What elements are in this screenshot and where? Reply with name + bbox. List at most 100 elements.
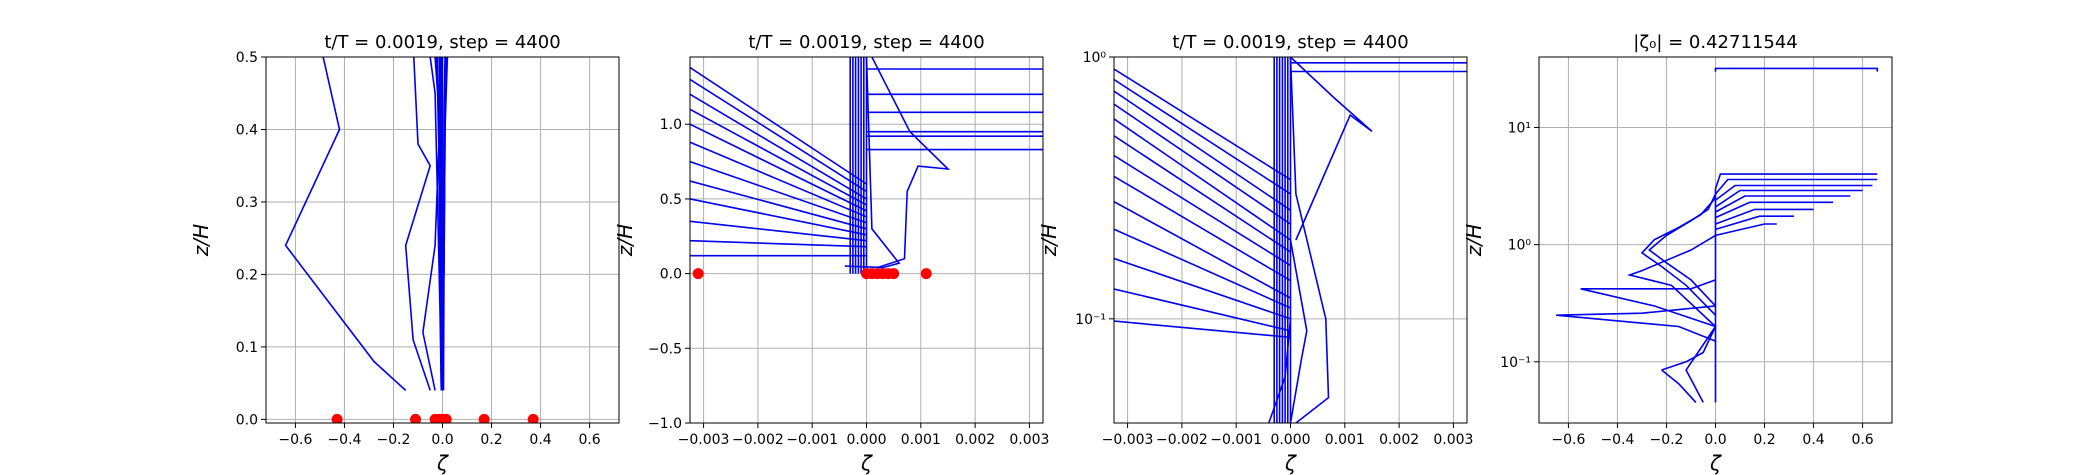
x-tick-label: −0.2 bbox=[1649, 432, 1683, 448]
profile-line bbox=[690, 180, 867, 230]
x-tick-label: 0.001 bbox=[901, 432, 941, 448]
profile-line bbox=[1715, 184, 1873, 201]
profile-line bbox=[1114, 257, 1291, 320]
chart-title: t/T = 0.0019, step = 4400 bbox=[324, 32, 560, 53]
y-axis-label: z/H bbox=[1037, 224, 1061, 257]
y-axis-label: z/H bbox=[189, 224, 213, 257]
y-tick-label: 0.2 bbox=[236, 267, 258, 283]
y-tick-label: 0.5 bbox=[236, 50, 258, 66]
profile-line bbox=[1714, 67, 1879, 72]
y-axis-label: z/H bbox=[1462, 224, 1486, 257]
x-tick-label: 0.000 bbox=[846, 432, 886, 448]
profile-line bbox=[844, 57, 901, 269]
profile-line bbox=[1685, 326, 1717, 403]
y-axis-label: z/H bbox=[613, 224, 637, 257]
surface-point bbox=[692, 268, 704, 280]
x-tick-label: 0.000 bbox=[1270, 432, 1310, 448]
profile-line bbox=[1715, 223, 1777, 237]
surface-point bbox=[331, 413, 343, 423]
plot-area bbox=[1556, 67, 1879, 403]
y-tick-label: 10⁻¹ bbox=[1075, 312, 1106, 328]
y-tick-label: 1.0 bbox=[660, 117, 682, 133]
y-tick-label: 0.5 bbox=[660, 192, 682, 208]
y-tick-label: 0.1 bbox=[236, 340, 258, 356]
profile-line bbox=[1661, 326, 1717, 371]
y-tick-label: 10⁰ bbox=[1508, 238, 1532, 254]
x-axis-label: ζ bbox=[1284, 451, 1297, 475]
y-tick-label: 10¹ bbox=[1508, 121, 1531, 137]
profile-line bbox=[690, 93, 867, 200]
x-tick-label: −0.6 bbox=[278, 432, 312, 448]
profile-line bbox=[690, 198, 867, 236]
profile-line bbox=[1715, 201, 1834, 219]
x-tick-label: −0.003 bbox=[678, 432, 730, 448]
y-tick-label: 10⁻¹ bbox=[1500, 355, 1531, 371]
plot-area bbox=[284, 57, 539, 423]
profile-line bbox=[871, 57, 951, 269]
profile-line bbox=[1289, 239, 1308, 423]
profile-line bbox=[1640, 197, 1717, 316]
profile-line bbox=[1715, 208, 1814, 225]
plot-area bbox=[690, 57, 1043, 280]
profile-line bbox=[1114, 288, 1291, 332]
profile-line bbox=[1715, 189, 1863, 208]
y-tick-label: −0.5 bbox=[648, 341, 682, 357]
x-tick-label: −0.002 bbox=[1156, 432, 1208, 448]
profile-line bbox=[1114, 200, 1291, 299]
profile-line bbox=[690, 123, 867, 212]
x-axis-label: ζ bbox=[860, 451, 873, 475]
profile-line bbox=[690, 141, 867, 218]
profile-line bbox=[1114, 228, 1291, 309]
x-tick-label: −0.4 bbox=[327, 432, 361, 448]
x-tick-label: 0.0 bbox=[1704, 432, 1726, 448]
profile-line bbox=[1661, 369, 1697, 403]
profile-line bbox=[404, 57, 432, 391]
x-tick-label: −0.2 bbox=[376, 432, 410, 448]
surface-point bbox=[440, 413, 452, 423]
profile-line bbox=[1648, 193, 1717, 307]
x-tick-label: 0.003 bbox=[1433, 432, 1473, 448]
x-tick-label: 0.6 bbox=[1851, 432, 1873, 448]
profile-line bbox=[1556, 305, 1716, 342]
profile-line bbox=[1114, 175, 1291, 282]
profile-line bbox=[690, 108, 867, 206]
profile-line bbox=[1114, 103, 1291, 225]
chart-panel-2: −0.003 −0.002 −0.001 0.000 0.001 0.002 0.003 −1… bbox=[613, 32, 1049, 475]
plot-area bbox=[1114, 57, 1467, 423]
x-tick-label: 0.2 bbox=[1753, 432, 1775, 448]
profile-line bbox=[1114, 154, 1291, 267]
y-tick-label: 0.3 bbox=[236, 195, 258, 211]
profile-line bbox=[1289, 57, 1330, 423]
profile-line bbox=[1715, 215, 1794, 231]
profile-line bbox=[1114, 135, 1291, 253]
chart-panel-4: −0.6 −0.4 −0.2 0.0 0.2 0.4 0.6 10⁻¹ 10⁰ 10¹ |ζ₀| =… bbox=[1462, 32, 1893, 475]
profile-line bbox=[434, 57, 443, 275]
profile-line bbox=[1714, 173, 1878, 190]
profile-line bbox=[1580, 279, 1716, 328]
chart-title: t/T = 0.0019, step = 4400 bbox=[748, 32, 984, 53]
chart-panel-1: −0.6 −0.4 −0.2 0.0 0.2 0.4 0.6 0.0 0.1 0.2 0.3 0.4 0… bbox=[189, 32, 620, 475]
chart-title: |ζ₀| = 0.42711544 bbox=[1633, 32, 1797, 53]
chart-title: t/T = 0.0019, step = 4400 bbox=[1172, 32, 1408, 53]
x-tick-label: −0.003 bbox=[1102, 432, 1154, 448]
profile-line bbox=[284, 57, 407, 391]
x-tick-label: 0.003 bbox=[1009, 432, 1049, 448]
profile-line bbox=[690, 160, 867, 224]
y-tick-label: 0.0 bbox=[236, 412, 258, 428]
x-tick-label: 0.2 bbox=[480, 432, 502, 448]
surface-point bbox=[888, 268, 900, 280]
profile-line bbox=[1114, 320, 1291, 339]
x-tick-label: −0.001 bbox=[786, 432, 838, 448]
profile-line bbox=[443, 57, 447, 275]
x-tick-label: 0.001 bbox=[1325, 432, 1365, 448]
x-tick-label: −0.002 bbox=[732, 432, 784, 448]
x-tick-label: 0.002 bbox=[1379, 432, 1419, 448]
chart-panel-3: −0.003 −0.002 −0.001 0.000 0.001 0.002 0.003 10… bbox=[1037, 32, 1473, 475]
x-tick-label: 0.0 bbox=[431, 432, 453, 448]
profile-line bbox=[1715, 195, 1851, 213]
surface-point bbox=[920, 268, 932, 280]
profile-line bbox=[1626, 234, 1717, 328]
profile-line bbox=[690, 78, 867, 193]
x-tick-label: 0.6 bbox=[578, 432, 600, 448]
